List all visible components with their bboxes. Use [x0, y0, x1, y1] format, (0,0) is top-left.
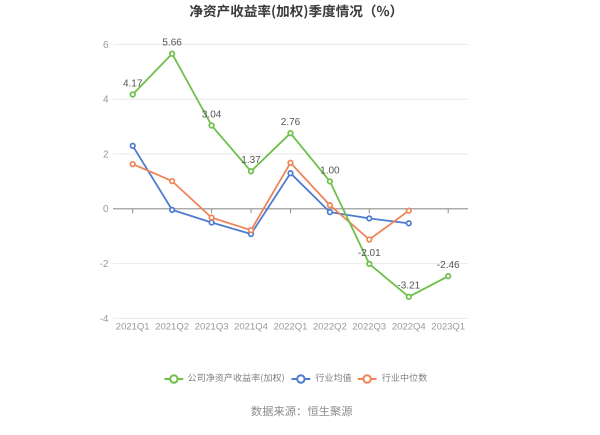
svg-text:6: 6: [103, 40, 109, 51]
svg-text:2021Q1: 2021Q1: [116, 322, 150, 333]
svg-text:-2.01: -2.01: [358, 248, 381, 259]
svg-text:0: 0: [103, 204, 109, 215]
svg-text:-4: -4: [100, 314, 109, 325]
svg-text:4.17: 4.17: [123, 78, 143, 89]
svg-text:-2: -2: [100, 259, 109, 270]
svg-text:4: 4: [103, 95, 109, 106]
svg-text:2022Q3: 2022Q3: [352, 322, 386, 333]
svg-text:5.66: 5.66: [162, 38, 182, 49]
svg-text:2022Q4: 2022Q4: [392, 322, 426, 333]
svg-text:2022Q1: 2022Q1: [274, 322, 308, 333]
svg-text:2021Q4: 2021Q4: [234, 322, 268, 333]
svg-text:2.76: 2.76: [281, 117, 301, 128]
svg-text:-3.21: -3.21: [397, 281, 420, 292]
svg-text:2021Q3: 2021Q3: [195, 322, 229, 333]
svg-text:1.00: 1.00: [320, 165, 340, 176]
svg-text:2023Q1: 2023Q1: [431, 322, 465, 333]
svg-text:2022Q2: 2022Q2: [313, 322, 347, 333]
svg-text:3.04: 3.04: [202, 109, 222, 120]
svg-text:2021Q2: 2021Q2: [155, 322, 189, 333]
svg-text:-2.46: -2.46: [437, 260, 460, 271]
svg-text:2: 2: [103, 149, 109, 160]
svg-text:1.37: 1.37: [241, 155, 261, 166]
